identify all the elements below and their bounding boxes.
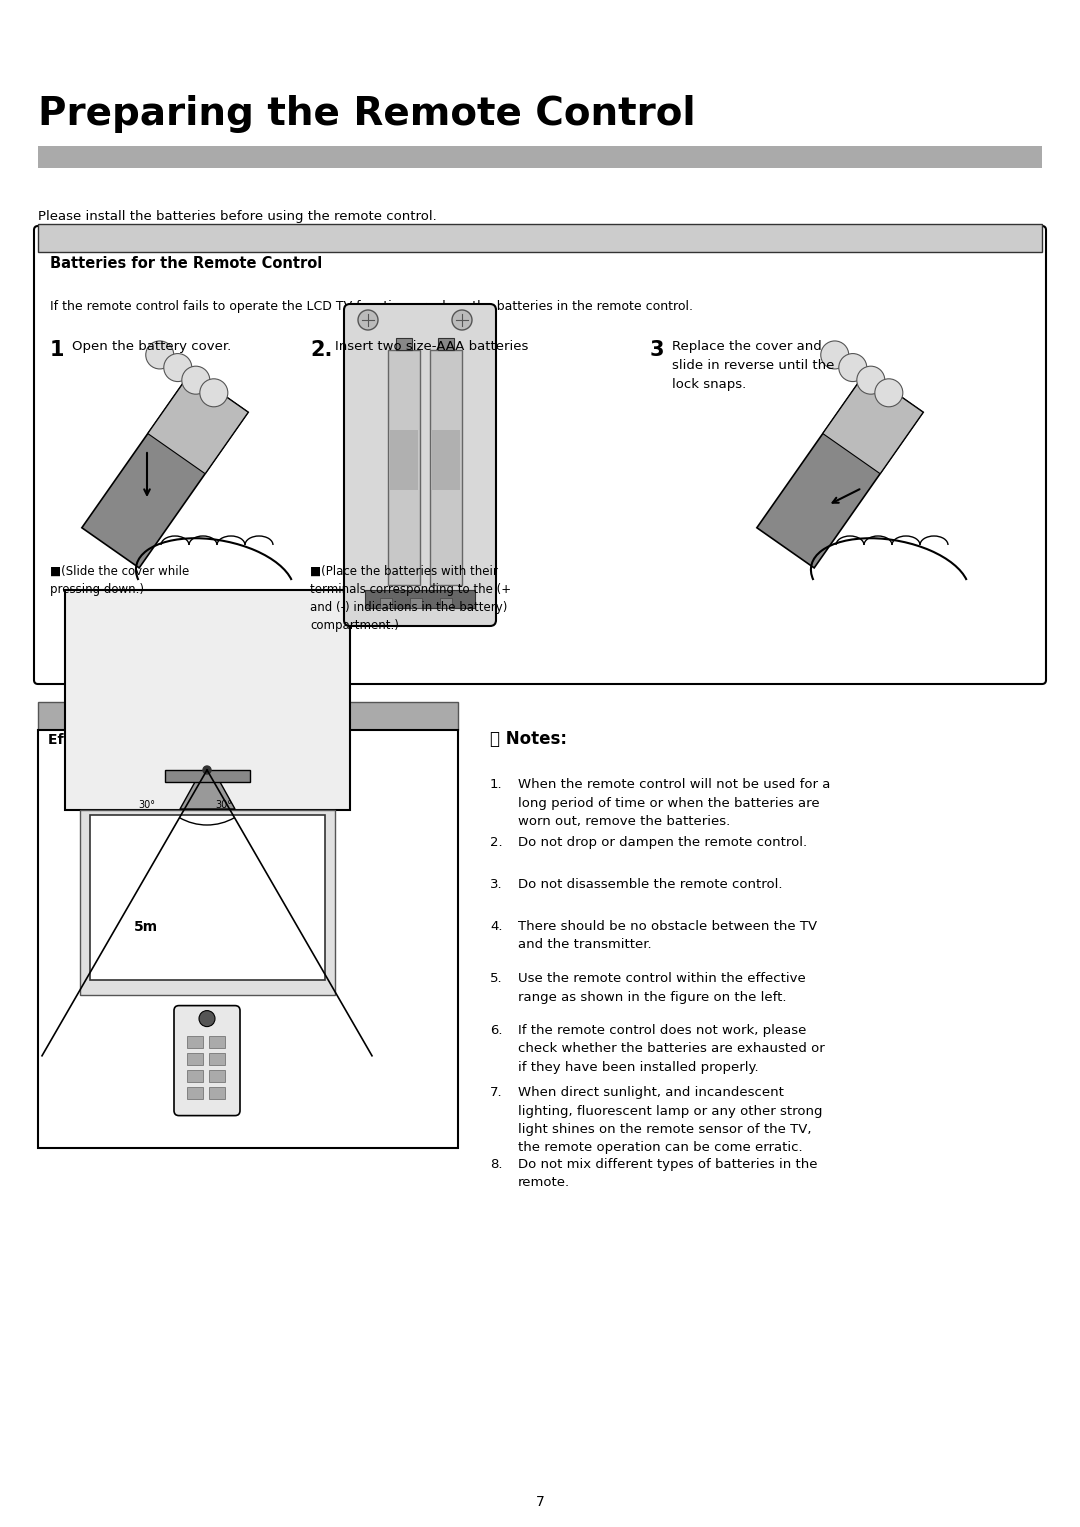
Text: Use the remote control within the effective
range as shown in the figure on the : Use the remote control within the effect… <box>518 973 806 1003</box>
Bar <box>432 431 460 490</box>
Bar <box>430 350 462 585</box>
Text: Preparing the Remote Control: Preparing the Remote Control <box>38 95 696 133</box>
FancyBboxPatch shape <box>345 304 496 626</box>
Text: Do not mix different types of batteries in the
remote.: Do not mix different types of batteries … <box>518 1157 818 1190</box>
FancyBboxPatch shape <box>33 226 1047 684</box>
Bar <box>210 1069 225 1081</box>
Bar <box>65 589 350 809</box>
Text: Batteries for the Remote Control: Batteries for the Remote Control <box>50 257 322 270</box>
Polygon shape <box>148 373 248 473</box>
Circle shape <box>856 366 885 394</box>
Text: Open the battery cover.: Open the battery cover. <box>72 341 231 353</box>
Text: 8.: 8. <box>490 1157 502 1171</box>
Polygon shape <box>82 373 248 568</box>
Text: Do not drop or dampen the remote control.: Do not drop or dampen the remote control… <box>518 835 807 849</box>
Text: 2.: 2. <box>310 341 333 360</box>
Text: 5.: 5. <box>490 973 502 985</box>
Bar <box>210 1035 225 1048</box>
Bar <box>90 815 325 980</box>
Circle shape <box>181 366 210 394</box>
Circle shape <box>203 767 211 774</box>
Text: Please install the batteries before using the remote control.: Please install the batteries before usin… <box>38 211 436 223</box>
Text: Replace the cover and
slide in reverse until the
lock snaps.: Replace the cover and slide in reverse u… <box>672 341 835 391</box>
Text: When direct sunlight, and incandescent
lighting, fluorescent lamp or any other s: When direct sunlight, and incandescent l… <box>518 1086 823 1154</box>
Text: ■(Place the batteries with their
terminals corresponding to the (+
and (-) indic: ■(Place the batteries with their termina… <box>310 565 511 632</box>
Circle shape <box>199 1011 215 1026</box>
Circle shape <box>146 341 174 370</box>
Text: 1.: 1. <box>490 777 502 791</box>
Bar <box>365 589 475 608</box>
Text: 7.: 7. <box>490 1086 502 1099</box>
Bar <box>38 224 1042 252</box>
Bar <box>438 337 454 350</box>
Polygon shape <box>823 373 923 473</box>
Bar <box>440 599 453 608</box>
Bar <box>410 599 422 608</box>
Text: 5m: 5m <box>134 921 159 935</box>
Bar <box>210 1052 225 1064</box>
Bar <box>38 702 458 730</box>
Text: 7: 7 <box>536 1495 544 1509</box>
Text: 4.: 4. <box>490 919 502 933</box>
Text: ■(Slide the cover while
pressing down.): ■(Slide the cover while pressing down.) <box>50 565 189 596</box>
Text: There should be no obstacle between the TV
and the transmitter.: There should be no obstacle between the … <box>518 919 818 951</box>
Text: 1: 1 <box>50 341 65 360</box>
Circle shape <box>875 379 903 406</box>
Bar <box>396 337 411 350</box>
Text: Insert two size-AAA batteries: Insert two size-AAA batteries <box>335 341 528 353</box>
Polygon shape <box>180 782 235 809</box>
Text: 6.: 6. <box>490 1025 502 1037</box>
Text: 3: 3 <box>650 341 664 360</box>
Bar <box>187 1069 203 1081</box>
Bar <box>38 730 458 1148</box>
Text: Effective range of the remote control: Effective range of the remote control <box>48 733 340 747</box>
Circle shape <box>164 354 192 382</box>
Text: If the remote control does not work, please
check whether the batteries are exha: If the remote control does not work, ple… <box>518 1025 825 1073</box>
Circle shape <box>200 379 228 406</box>
Bar <box>38 147 1042 168</box>
Text: ⓘ Notes:: ⓘ Notes: <box>490 730 567 748</box>
Circle shape <box>357 310 378 330</box>
FancyBboxPatch shape <box>174 1006 240 1116</box>
Text: 3.: 3. <box>490 878 502 890</box>
Text: If the remote control fails to operate the LCD TV functions, replace the batteri: If the remote control fails to operate t… <box>50 299 693 313</box>
Bar <box>187 1035 203 1048</box>
Text: 2.: 2. <box>490 835 502 849</box>
Bar <box>390 431 418 490</box>
Text: When the remote control will not be used for a
long period of time or when the b: When the remote control will not be used… <box>518 777 831 828</box>
Bar <box>165 770 249 782</box>
Bar <box>80 809 335 996</box>
Bar <box>187 1087 203 1098</box>
Circle shape <box>453 310 472 330</box>
Text: 30°: 30° <box>215 800 232 809</box>
Bar <box>388 350 420 585</box>
Polygon shape <box>757 373 923 568</box>
Bar <box>187 1052 203 1064</box>
Text: 30°: 30° <box>138 800 156 809</box>
Text: Do not disassemble the remote control.: Do not disassemble the remote control. <box>518 878 783 890</box>
Bar <box>380 599 392 608</box>
Bar <box>210 1087 225 1098</box>
Circle shape <box>839 354 867 382</box>
Circle shape <box>821 341 849 370</box>
